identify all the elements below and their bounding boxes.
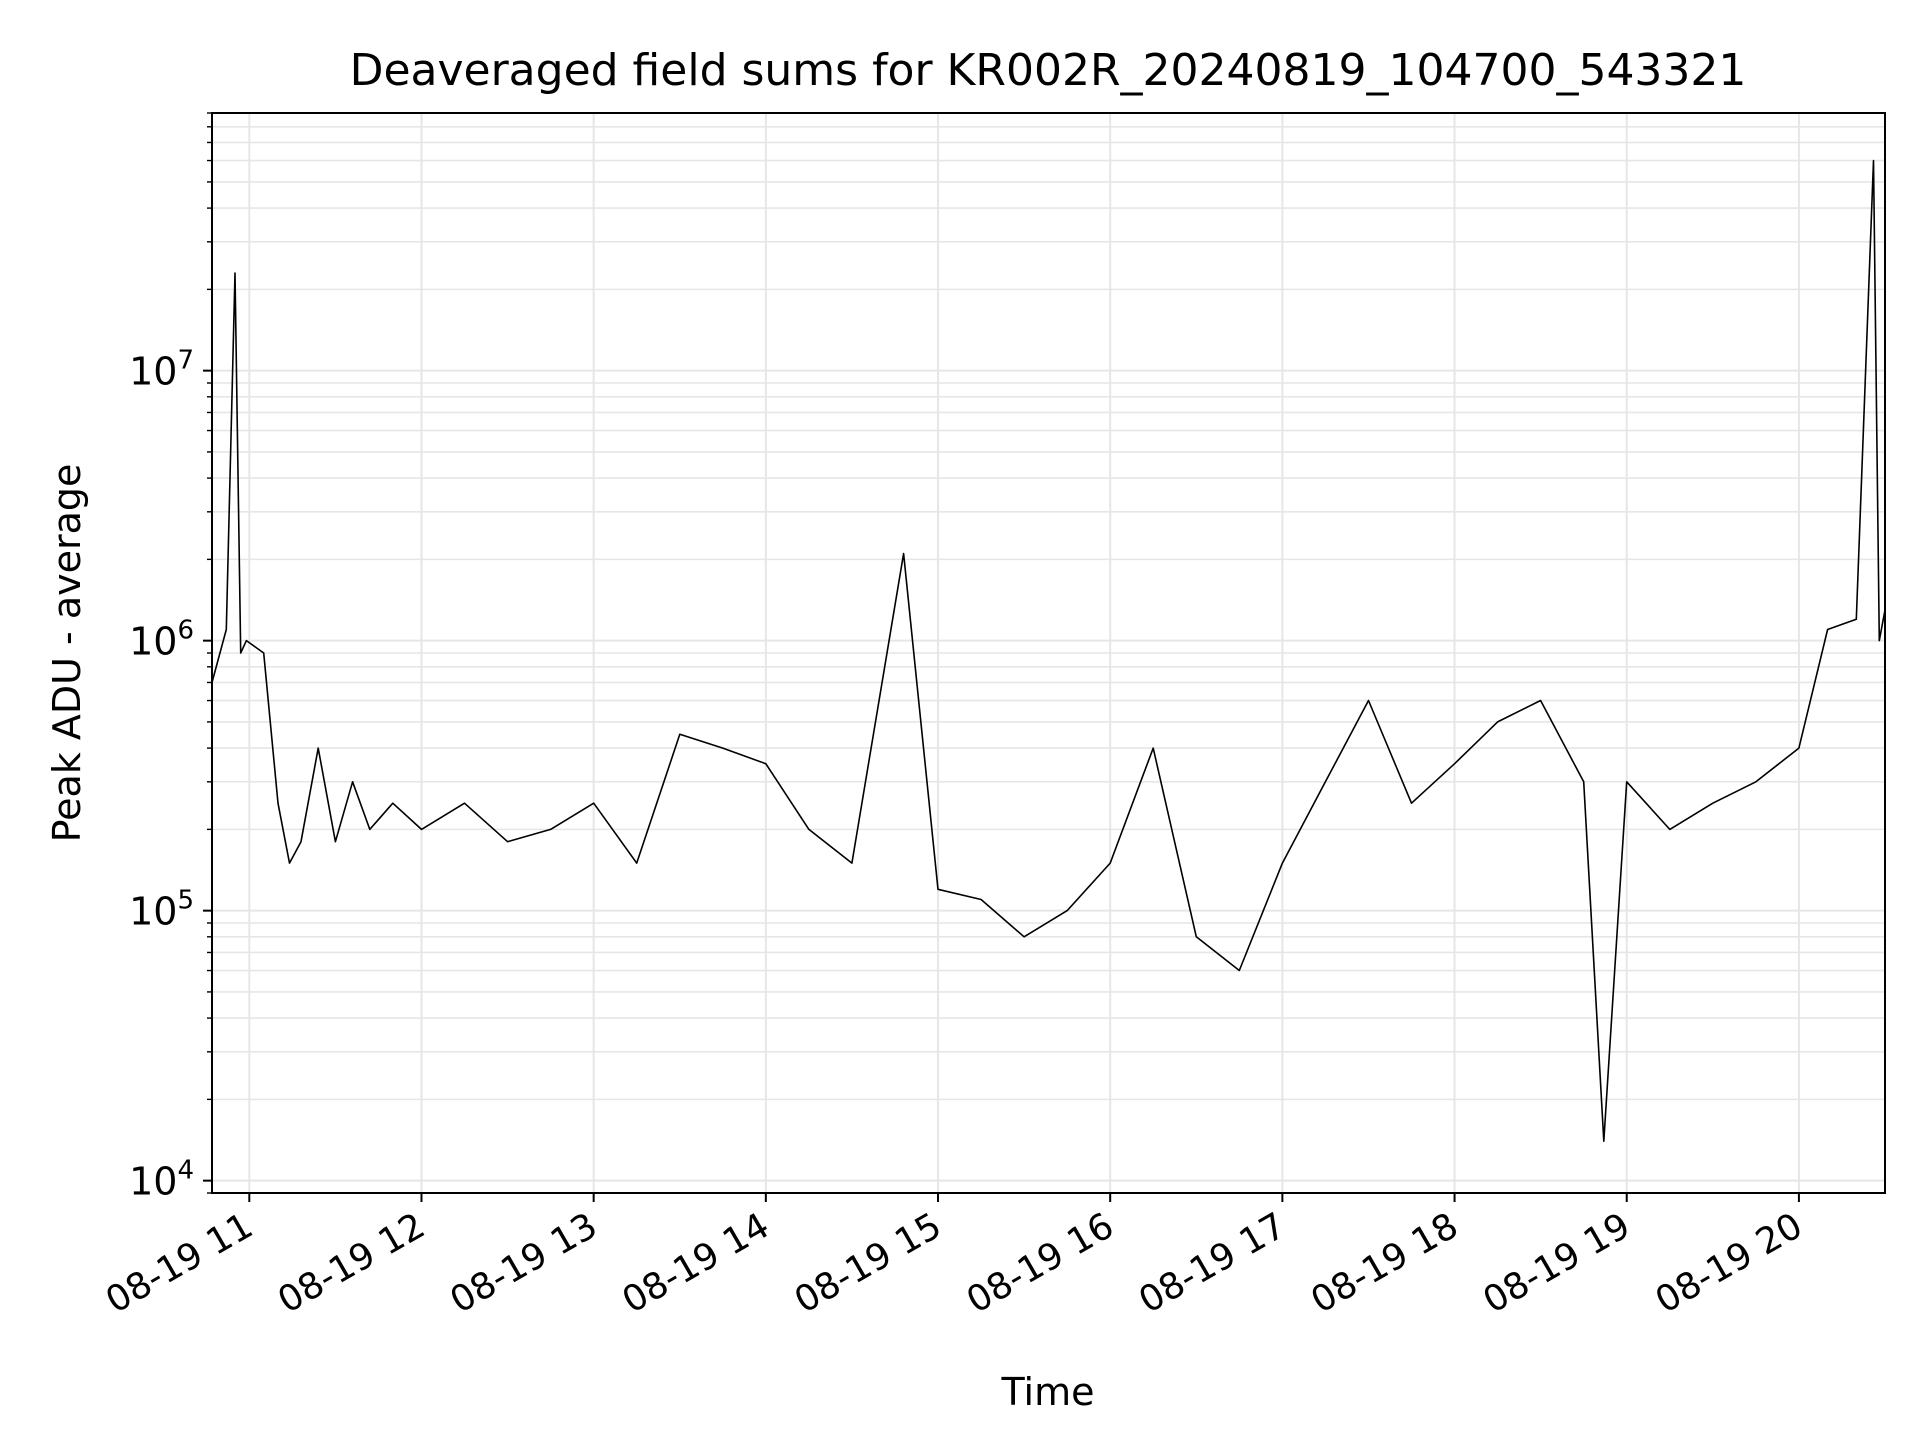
- x-tick-label: 08-19 20: [1649, 1205, 1810, 1321]
- chart-title: Deaveraged field sums for KR002R_2024081…: [350, 45, 1747, 96]
- y-tick-label: 106: [129, 616, 194, 664]
- x-tick-label: 08-19 16: [960, 1205, 1121, 1321]
- x-axis-label: Time: [1001, 1370, 1095, 1414]
- x-tick-label: 08-19 14: [616, 1205, 777, 1321]
- series-line: [211, 159, 1886, 1142]
- grid: [212, 112, 1885, 1194]
- x-tick-label: 08-19 15: [788, 1205, 949, 1321]
- y-axis-label: Peak ADU - average: [45, 464, 89, 843]
- x-tick-label: 08-19 12: [271, 1205, 432, 1321]
- y-tick-label: 105: [129, 886, 194, 934]
- y-tick-label: 107: [129, 346, 194, 394]
- y-axis-ticks: 104 105 106 107: [129, 112, 212, 1204]
- x-axis-ticks: 08-19 11 08-19 12 08-19 13 08-19 14 08-19 15…: [99, 1193, 1809, 1322]
- x-tick-label: 08-19 18: [1304, 1205, 1465, 1321]
- x-tick-label: 08-19 13: [443, 1205, 604, 1321]
- series-layer: [211, 159, 1886, 1142]
- y-tick-label: 104: [129, 1156, 194, 1204]
- x-tick-label: 08-19 19: [1477, 1205, 1638, 1321]
- x-tick-label: 08-19 17: [1132, 1205, 1293, 1321]
- x-tick-label: 08-19 11: [99, 1205, 260, 1321]
